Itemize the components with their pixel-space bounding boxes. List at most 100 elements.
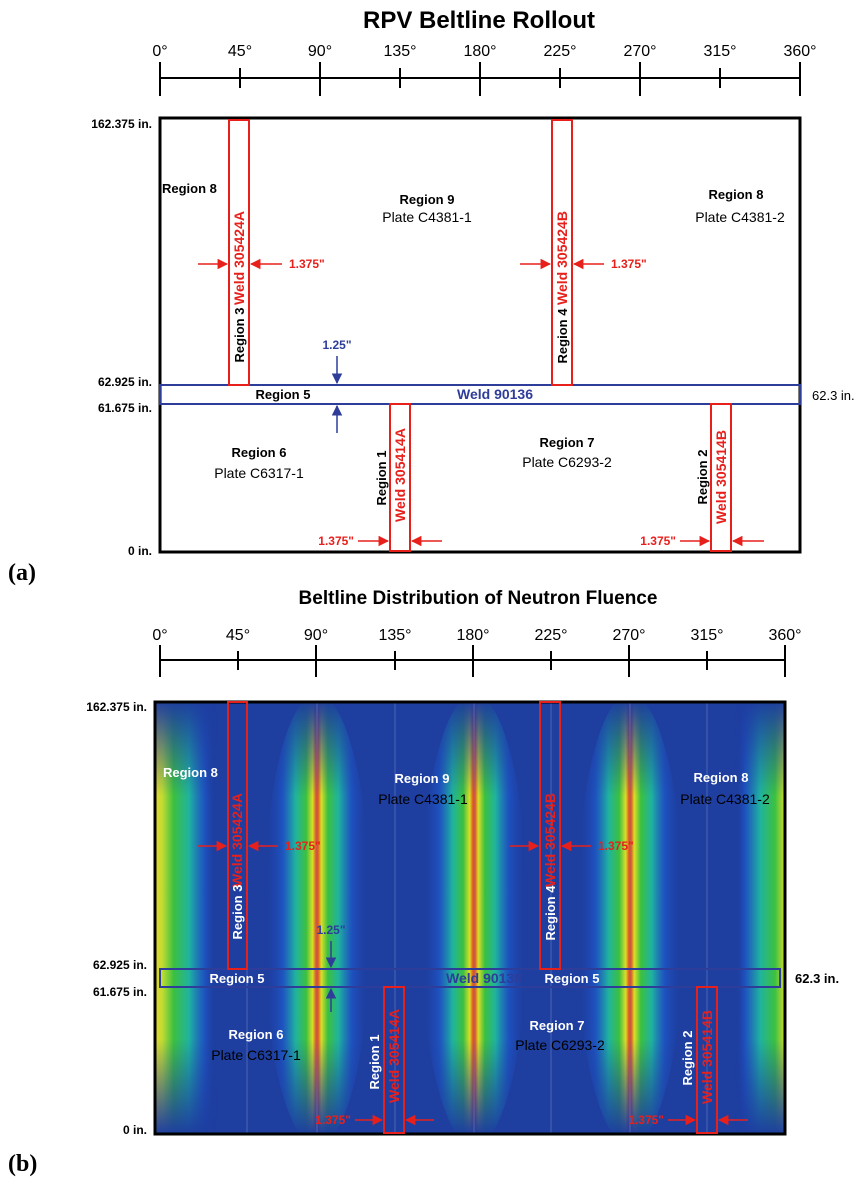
panel-a-region-8-left: Region 8: [162, 181, 217, 196]
panel-a-weld-305424A-label: Weld 305424A: [231, 211, 247, 305]
panel-b-dim-upper-left-label: 1.375": [285, 839, 321, 853]
panel-a-height-top: 162.375 in.: [91, 117, 152, 131]
panel-b-weld-90136-label: Weld 90136: [446, 970, 522, 986]
panel-a-weld-305414B-label: Weld 305414B: [713, 430, 729, 524]
panel-b-region-4: Region 4: [543, 885, 558, 941]
panel-a-region-3: Region 3: [232, 308, 247, 363]
panel-b-region-7: Region 7: [530, 1018, 585, 1033]
panel-a-weld-90136-label: Weld 90136: [457, 386, 533, 402]
panel-b-region-5-right: Region 5: [545, 971, 600, 986]
panel-b-dim-lower-right-label: 1.375": [628, 1113, 664, 1127]
panel-b-label: (b): [8, 1151, 37, 1177]
panel-a-deg-0: 0°: [152, 43, 167, 60]
panel-b-weld-305424B-box: [539, 701, 561, 970]
panel-b-deg-90: 90°: [304, 627, 328, 644]
panel-b-title: Beltline Distribution of Neutron Fluence: [299, 588, 658, 609]
panel-a-height-weld-top: 62.925 in.: [98, 375, 152, 389]
panel-a-height-bottom: 0 in.: [128, 544, 152, 558]
panel-a-weld-305414A-label: Weld 305414A: [392, 428, 408, 522]
panel-a-region-9: Region 9: [400, 192, 455, 207]
panel-a-weld-305414A-box: [389, 403, 411, 552]
panel-b-region-9-plate: Plate C4381-1: [378, 791, 468, 807]
panel-a-label: (a): [8, 560, 36, 586]
panel-a-right-height: 62.3 in.: [812, 388, 855, 403]
panel-b-region-8-left: Region 8: [163, 765, 218, 780]
panel-b-region-1: Region 1: [367, 1035, 382, 1090]
panel-a-deg-135: 135°: [383, 43, 416, 60]
panel-a-dim-lower-left-label: 1.375": [318, 534, 354, 548]
panel-a-frame: [158, 116, 802, 554]
panel-a-dim-upper-right-label: 1.375": [611, 257, 647, 271]
panel-b-deg-0: 0°: [152, 627, 167, 644]
panel-b-weld-305424A-box: [227, 701, 248, 970]
panel-a-deg-315: 315°: [703, 43, 736, 60]
panel-a-deg-90: 90°: [308, 43, 332, 60]
panel-b-weld-305414B-box: [696, 986, 718, 1134]
panel-b-weld-305414A-label: Weld 305414A: [386, 1009, 402, 1103]
panel-a-weld-90136-box: [159, 384, 801, 405]
panel-a-weld-305424B-box: [551, 119, 573, 386]
panel-b-dim-arrows-red: [198, 840, 748, 1126]
fluence-heatmap: [155, 694, 785, 1146]
panel-a-weld-305414B-box: [710, 403, 732, 552]
panel-a-region-7-plate: Plate C6293-2: [522, 454, 612, 470]
panel-a-deg-180: 180°: [463, 43, 496, 60]
panel-b-region-2: Region 2: [680, 1031, 695, 1086]
panel-b: Beltline Distribution of Neutron Fluence…: [8, 588, 839, 1177]
panel-a-region-5: Region 5: [256, 387, 311, 402]
panel-a-degree-axis: [159, 62, 801, 96]
panel-a-region-8-right-plate: Plate C4381-2: [695, 209, 785, 225]
panel-a-region-9-plate: Plate C4381-1: [382, 209, 472, 225]
panel-a-region-4: Region 4: [555, 308, 570, 364]
panel-a-region-6-plate: Plate C6317-1: [214, 465, 304, 481]
fluence-band-right-edge: [735, 702, 785, 1134]
panel-a-dim-upper-left-label: 1.375": [289, 257, 325, 271]
panel-a-weld-305424B-label: Weld 305424B: [554, 211, 570, 305]
panel-a-deg-360: 360°: [783, 43, 816, 60]
panel-b-height-top: 162.375 in.: [86, 700, 147, 714]
panel-b-region-3: Region 3: [230, 885, 245, 940]
panel-b-region-8-right-plate: Plate C4381-2: [680, 791, 770, 807]
panel-b-dim-lower-left-label: 1.375": [315, 1113, 351, 1127]
panel-a-dim-horiz-label: 1.25": [322, 338, 351, 352]
panel-b-region-6-plate: Plate C6317-1: [211, 1047, 301, 1063]
panel-b-right-height: 62.3 in.: [795, 971, 839, 986]
panel-a: RPV Beltline Rollout 0° 45° 90° 135° 180…: [8, 7, 855, 586]
panel-a-deg-270: 270°: [623, 43, 656, 60]
panel-b-height-weld-top: 62.925 in.: [93, 958, 147, 972]
panel-a-title: RPV Beltline Rollout: [363, 7, 595, 34]
panel-b-deg-225: 225°: [534, 627, 567, 644]
panel-a-region-6: Region 6: [232, 445, 287, 460]
panel-a-deg-225: 225°: [543, 43, 576, 60]
panel-b-weld-305414A-box: [383, 986, 405, 1134]
panel-b-region-7-plate: Plate C6293-2: [515, 1037, 605, 1053]
panel-a-dim-arrows-red: [198, 258, 764, 547]
panel-b-region-9: Region 9: [395, 771, 450, 786]
panel-b-weld-305424A-label: Weld 305424A: [229, 793, 245, 887]
panel-a-region-7: Region 7: [540, 435, 595, 450]
panel-b-height-weld-bottom: 61.675 in.: [93, 985, 147, 999]
panel-b-deg-315: 315°: [690, 627, 723, 644]
panel-b-frame: [153, 700, 787, 1136]
panel-a-region-8-right: Region 8: [709, 187, 764, 202]
panel-a-dim-lower-right-label: 1.375": [640, 534, 676, 548]
panel-b-region-8-right: Region 8: [694, 770, 749, 785]
panel-b-dim-horiz-label: 1.25": [316, 923, 345, 937]
panel-b-region-6: Region 6: [229, 1027, 284, 1042]
panel-b-deg-360: 360°: [768, 627, 801, 644]
panel-b-deg-135: 135°: [378, 627, 411, 644]
panel-b-height-bottom: 0 in.: [123, 1123, 147, 1137]
panel-a-region-2: Region 2: [695, 450, 710, 505]
panel-b-deg-45: 45°: [226, 627, 250, 644]
panel-b-deg-270: 270°: [612, 627, 645, 644]
panel-b-region-5-left: Region 5: [210, 971, 265, 986]
panel-a-region-1: Region 1: [374, 451, 389, 506]
panel-b-weld-90136-box: [159, 968, 781, 988]
panel-b-weld-305414B-label: Weld 305414B: [699, 1010, 715, 1104]
panel-b-dim-upper-right-label: 1.375": [598, 839, 634, 853]
panel-b-deg-180: 180°: [456, 627, 489, 644]
fluence-band-left-edge: [155, 702, 217, 1134]
panel-a-deg-45: 45°: [228, 43, 252, 60]
panel-b-weld-305424B-label: Weld 305424B: [542, 793, 558, 887]
